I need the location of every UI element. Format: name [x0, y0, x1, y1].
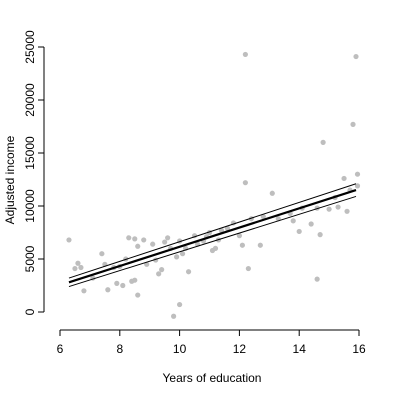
data-point — [257, 242, 263, 248]
data-point — [236, 233, 242, 239]
x-tick-label: 8 — [116, 342, 123, 356]
data-point — [81, 288, 87, 294]
data-point — [320, 139, 326, 145]
data-point — [350, 121, 356, 127]
data-point — [105, 287, 111, 293]
data-point — [132, 277, 138, 283]
axes-layer: 6 8 10 12 14 16 0 5000 10000 15000 20000 25000 — [23, 30, 366, 356]
data-point — [72, 265, 78, 272]
data-point — [212, 245, 219, 251]
data-point — [341, 175, 347, 182]
data-point — [165, 235, 171, 241]
data-point — [66, 237, 72, 243]
points-layer — [66, 51, 361, 319]
data-point — [344, 208, 350, 214]
y-tick-label: 25000 — [23, 30, 37, 64]
x-tick-label: 6 — [57, 342, 64, 356]
x-tick-label: 12 — [233, 342, 247, 356]
data-point — [78, 264, 84, 271]
data-point — [135, 292, 141, 298]
data-point — [120, 282, 126, 289]
data-point — [150, 241, 156, 247]
fit-line — [68, 189, 357, 284]
data-point — [75, 260, 81, 266]
data-point — [308, 221, 314, 227]
y-tick-label: 0 — [23, 308, 37, 315]
data-point — [162, 239, 168, 245]
x-tick-label: 10 — [173, 342, 187, 356]
data-point — [317, 232, 323, 238]
data-point — [177, 301, 183, 308]
data-point — [179, 251, 186, 257]
y-tick-label: 10000 — [23, 189, 37, 223]
data-point — [224, 225, 231, 231]
data-point — [159, 267, 165, 273]
x-tick-label: 16 — [352, 342, 366, 356]
data-point — [242, 180, 248, 186]
data-point — [141, 237, 147, 243]
data-point — [354, 183, 361, 189]
data-point — [354, 171, 361, 177]
data-point — [99, 251, 105, 257]
x-tick-label: 14 — [293, 342, 307, 356]
data-point — [126, 235, 132, 241]
data-point — [132, 236, 138, 242]
upper-band-line — [68, 183, 357, 279]
data-point — [135, 243, 141, 249]
data-point — [290, 218, 296, 224]
data-point — [174, 254, 180, 260]
data-point — [242, 51, 248, 58]
y-tick-label: 5000 — [23, 245, 37, 272]
data-point — [260, 214, 266, 220]
data-point — [335, 204, 341, 210]
data-point — [296, 228, 302, 235]
data-point — [218, 227, 225, 233]
lines-layer — [68, 183, 357, 288]
data-point — [239, 242, 245, 248]
y-axis-title: Adjusted income — [3, 135, 17, 224]
data-point — [314, 276, 320, 282]
data-point — [156, 271, 162, 277]
y-tick-label: 15000 — [23, 136, 37, 170]
data-point — [114, 280, 120, 286]
x-axis-title: Years of education — [163, 371, 262, 385]
data-point — [326, 206, 332, 212]
data-point — [245, 265, 251, 272]
data-point — [185, 269, 192, 275]
y-tick-label: 20000 — [23, 83, 37, 117]
lower-band-line — [68, 195, 357, 288]
data-point — [269, 190, 275, 196]
data-point — [353, 53, 359, 60]
data-point — [171, 313, 177, 319]
